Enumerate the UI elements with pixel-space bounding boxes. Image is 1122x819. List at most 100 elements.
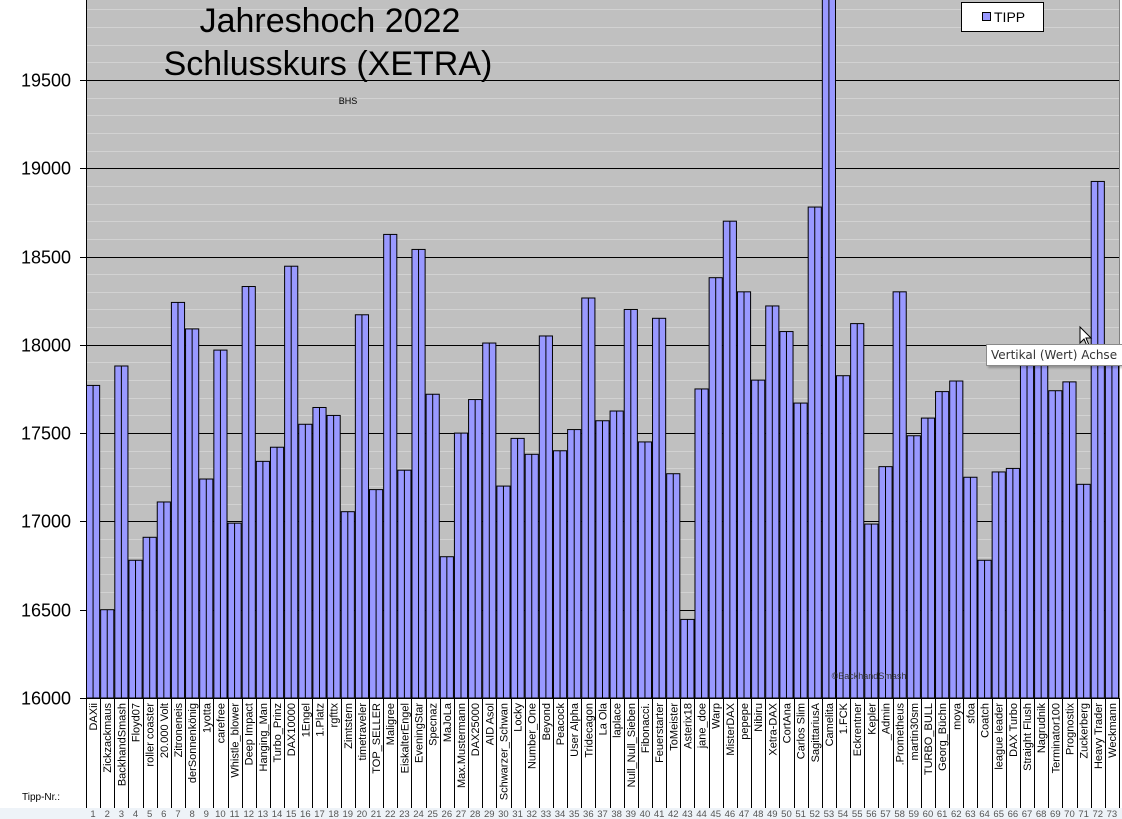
- bar-4[interactable]: [128, 559, 143, 699]
- bar-48[interactable]: [751, 379, 766, 699]
- bar-6[interactable]: [156, 501, 171, 699]
- bar-26[interactable]: [439, 556, 454, 699]
- bar-66[interactable]: [1005, 467, 1020, 699]
- legend[interactable]: TIPP: [961, 2, 1044, 32]
- tipp-number: 63: [965, 809, 976, 819]
- tipp-number: 5: [147, 809, 152, 819]
- bar-64[interactable]: [977, 559, 992, 699]
- bar-61[interactable]: [935, 391, 950, 699]
- bar-54[interactable]: [835, 375, 851, 699]
- y-tick-label: 18000: [21, 336, 71, 356]
- bar-67[interactable]: [1019, 361, 1035, 699]
- bar-72[interactable]: [1090, 180, 1105, 699]
- bar-37[interactable]: [595, 420, 610, 699]
- bar-55[interactable]: [850, 323, 865, 699]
- tipp-number: 65: [993, 809, 1004, 819]
- category-label: EveningStar: [414, 703, 426, 763]
- bar-25[interactable]: [425, 393, 440, 699]
- bar-35[interactable]: [567, 429, 582, 699]
- bar-16[interactable]: [298, 423, 313, 699]
- category-label: Beyond: [541, 703, 553, 740]
- bar-71[interactable]: [1076, 483, 1091, 699]
- bar-28[interactable]: [468, 399, 483, 699]
- bar-70[interactable]: [1062, 381, 1077, 699]
- y-tick-label: 19000: [21, 159, 71, 179]
- bar-63[interactable]: [963, 476, 978, 699]
- bar-38[interactable]: [609, 410, 624, 699]
- bar-44[interactable]: [694, 388, 709, 699]
- bar-68[interactable]: [1034, 361, 1049, 699]
- bar-8[interactable]: [185, 328, 200, 699]
- bar-13[interactable]: [255, 460, 270, 699]
- y-axis: 16000 16500 17000 17500 18000 18500 19000 19500: [21, 0, 87, 709]
- bar-36[interactable]: [581, 297, 596, 699]
- bar-5[interactable]: [142, 536, 157, 699]
- bar-47[interactable]: [736, 291, 752, 699]
- bar-62[interactable]: [949, 380, 964, 699]
- tipp-number: 40: [640, 809, 651, 819]
- bar-18[interactable]: [326, 414, 341, 699]
- bar-40[interactable]: [637, 441, 653, 699]
- bar-12[interactable]: [241, 286, 256, 699]
- tipp-number: 29: [484, 809, 495, 819]
- bar-31[interactable]: [510, 437, 525, 699]
- bar-59[interactable]: [906, 435, 921, 699]
- bar-39[interactable]: [623, 308, 638, 699]
- bar-19[interactable]: [340, 511, 355, 699]
- tipp-number: 64: [979, 809, 990, 819]
- bar-2[interactable]: [100, 609, 115, 699]
- category-label: Coatch: [980, 703, 992, 738]
- bar-27[interactable]: [453, 432, 469, 699]
- tipp-number: 55: [852, 809, 863, 819]
- bar-21[interactable]: [369, 489, 384, 699]
- bar-1[interactable]: [86, 384, 101, 699]
- bar-49[interactable]: [765, 305, 780, 699]
- category-label: La Ola: [598, 702, 610, 735]
- bar-41[interactable]: [652, 317, 667, 699]
- bar-29[interactable]: [482, 342, 497, 699]
- bar-69[interactable]: [1048, 390, 1063, 699]
- bar-65[interactable]: [991, 471, 1006, 699]
- bar-52[interactable]: [807, 206, 822, 699]
- bar-9[interactable]: [199, 478, 214, 699]
- tipp-number: 46: [725, 809, 736, 819]
- bar-11[interactable]: [227, 522, 242, 699]
- bar-20[interactable]: [354, 314, 370, 699]
- tipp-nr-row: [0, 808, 1122, 819]
- tipp-number: 56: [866, 809, 877, 819]
- bar-53[interactable]: [821, 0, 836, 699]
- bar-24[interactable]: [411, 248, 426, 699]
- tipp-number: 30: [498, 809, 509, 819]
- tipp-number: 50: [781, 809, 792, 819]
- bar-51[interactable]: [793, 402, 808, 699]
- annotation-bhs: BHS: [339, 96, 358, 106]
- bar-3[interactable]: [114, 365, 129, 699]
- bar-32[interactable]: [524, 453, 539, 699]
- bar-17[interactable]: [312, 406, 327, 699]
- bar-57[interactable]: [878, 466, 893, 699]
- bar-10[interactable]: [213, 349, 228, 699]
- bar-30[interactable]: [496, 485, 511, 699]
- tipp-number: 69: [1050, 809, 1061, 819]
- bar-15[interactable]: [284, 265, 299, 699]
- bar-7[interactable]: [170, 301, 186, 699]
- category-label: Weckmann: [1107, 703, 1119, 758]
- tipp-number: 20: [357, 809, 368, 819]
- bar-43[interactable]: [680, 618, 695, 699]
- bar-60[interactable]: [920, 417, 936, 699]
- bar-42[interactable]: [666, 473, 681, 699]
- bar-50[interactable]: [779, 331, 794, 699]
- bar-33[interactable]: [538, 335, 553, 699]
- bar-46[interactable]: [722, 220, 737, 699]
- bar-22[interactable]: [383, 233, 398, 699]
- bar-73[interactable]: [1104, 361, 1120, 699]
- category-label: Asterix18: [682, 703, 694, 749]
- bar-23[interactable]: [397, 469, 412, 699]
- bar-34[interactable]: [552, 450, 568, 699]
- category-label: Fibonacci.: [640, 703, 652, 753]
- x-axis-title: Tipp-Nr.:: [22, 792, 60, 803]
- category-label: laplace: [612, 703, 624, 738]
- bar-58[interactable]: [892, 291, 907, 699]
- bar-45[interactable]: [708, 277, 723, 699]
- bar-14[interactable]: [269, 446, 285, 699]
